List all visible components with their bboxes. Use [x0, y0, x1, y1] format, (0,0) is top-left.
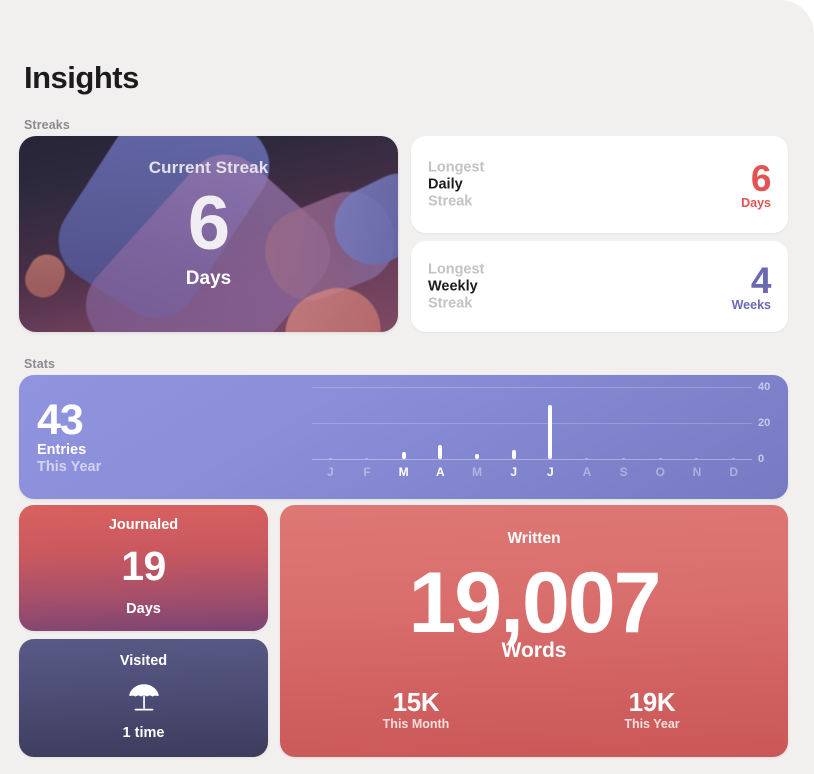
longest-daily-metric: 6 Days	[741, 157, 772, 210]
entries-period: This Year	[37, 459, 102, 475]
visited-card[interactable]: Visited 1 time	[19, 639, 268, 757]
chart-bar-slot	[312, 387, 349, 459]
chart-bar	[401, 451, 406, 459]
journaled-days-card[interactable]: Journaled 19 Days	[19, 505, 268, 631]
chart-gridline	[312, 387, 752, 388]
current-streak-unit: Days	[185, 268, 232, 289]
longest-weekly-line3: Streak	[428, 295, 473, 311]
chart-bar	[511, 450, 516, 459]
chart-bar-slot	[642, 387, 679, 459]
chart-ytick-label: 40	[758, 381, 771, 393]
chart-bar-slot	[349, 387, 386, 459]
current-streak-card[interactable]: Current Streak 6 Days	[19, 136, 398, 332]
chart-bar-slot	[605, 387, 642, 459]
longest-weekly-line1: Longest	[428, 261, 485, 277]
longest-daily-line1: Longest	[428, 159, 485, 175]
section-label-stats: Stats	[24, 357, 56, 371]
longest-weekly-unit: Weeks	[731, 297, 771, 312]
chart-gridline	[312, 423, 752, 424]
written-this-year-value: 19K	[628, 687, 676, 717]
written-value: 19,007	[408, 555, 661, 651]
longest-daily-streak-card[interactable]: Longest Daily Streak 6 Days	[411, 136, 788, 233]
current-streak-value: 6	[187, 181, 230, 266]
longest-weekly-streak-labels: Longest Weekly Streak	[428, 261, 484, 312]
chart-bar	[548, 405, 553, 459]
chart-month-label: O	[655, 465, 665, 479]
chart-month-label: F	[363, 465, 371, 479]
chart-bar-slot	[495, 387, 532, 459]
written-words-card[interactable]: Written 19,007 Words 15K This Month 19K …	[280, 505, 788, 757]
longest-weekly-value: 4	[750, 259, 772, 301]
chart-bar-slot	[385, 387, 422, 459]
written-this-month-value: 15K	[392, 687, 440, 717]
longest-daily-value: 6	[750, 157, 772, 199]
visited-count: 1 time	[122, 725, 165, 741]
written-this-year: 19K This Year	[552, 688, 752, 731]
longest-daily-streak-labels: Longest Daily Streak	[428, 159, 484, 210]
chart-ytick-label: 0	[758, 453, 765, 465]
chart-gridline	[312, 459, 752, 460]
page-title: Insights	[24, 60, 139, 95]
journaled-unit: Days	[126, 601, 161, 617]
entries-stats-card[interactable]: 43 Entries This Year 0 20 40 J F M A M J J A S O N D	[19, 375, 788, 499]
journaled-title: Journaled	[108, 517, 179, 533]
chart-month-label: N	[692, 465, 702, 479]
chart-plot-area: 0 20 40	[312, 381, 770, 465]
written-this-year-label: This Year	[624, 717, 680, 731]
chart-bar	[732, 457, 736, 459]
longest-weekly-line2: Weekly	[428, 278, 478, 294]
chart-bar-slot	[715, 387, 752, 459]
longest-daily-line2: Daily	[428, 176, 463, 192]
longest-daily-unit: Days	[741, 195, 771, 210]
chart-month-label: A	[435, 465, 445, 479]
journaled-value: 19	[121, 543, 166, 589]
chart-month-label: A	[582, 465, 592, 479]
written-title: Written	[507, 530, 561, 547]
chart-month-label: J	[510, 465, 517, 479]
chart-bar-slot	[422, 387, 459, 459]
chart-bar	[365, 457, 369, 459]
chart-bar-slot	[569, 387, 606, 459]
chart-month-label: M	[471, 465, 482, 479]
chart-month-label: D	[729, 465, 738, 479]
entries-bar-chart: 0 20 40 J F M A M J J A S O N D	[312, 381, 770, 489]
beach-umbrella-icon	[127, 681, 161, 713]
chart-bar-slot	[459, 387, 496, 459]
chart-bar	[622, 457, 626, 459]
current-streak-title: Current Streak	[148, 158, 269, 177]
written-unit: Words	[501, 639, 567, 662]
chart-month-label: S	[619, 465, 628, 479]
chart-bar	[658, 457, 662, 459]
entries-count: 43	[37, 396, 84, 444]
longest-weekly-streak-card[interactable]: Longest Weekly Streak 4 Weeks	[411, 241, 788, 332]
entries-unit: Entries	[37, 442, 87, 458]
longest-weekly-metric: 4 Weeks	[731, 259, 772, 312]
chart-ytick-label: 20	[758, 417, 771, 429]
chart-bar	[328, 457, 332, 459]
written-this-month: 15K This Month	[316, 688, 516, 731]
section-label-streaks: Streaks	[24, 118, 70, 132]
chart-bar	[695, 457, 699, 459]
written-this-month-label: This Month	[382, 717, 450, 731]
chart-month-label: J	[326, 465, 334, 479]
visited-title: Visited	[119, 653, 168, 669]
chart-month-label: J	[546, 465, 554, 479]
entries-summary: 43 Entries This Year	[37, 398, 101, 476]
chart-month-label: M	[398, 465, 409, 479]
chart-bar-slot	[679, 387, 716, 459]
longest-daily-line3: Streak	[428, 193, 473, 209]
chart-bar	[438, 444, 443, 459]
chart-bar	[474, 454, 479, 459]
chart-bar-slot	[532, 387, 569, 459]
chart-bar	[585, 457, 589, 459]
